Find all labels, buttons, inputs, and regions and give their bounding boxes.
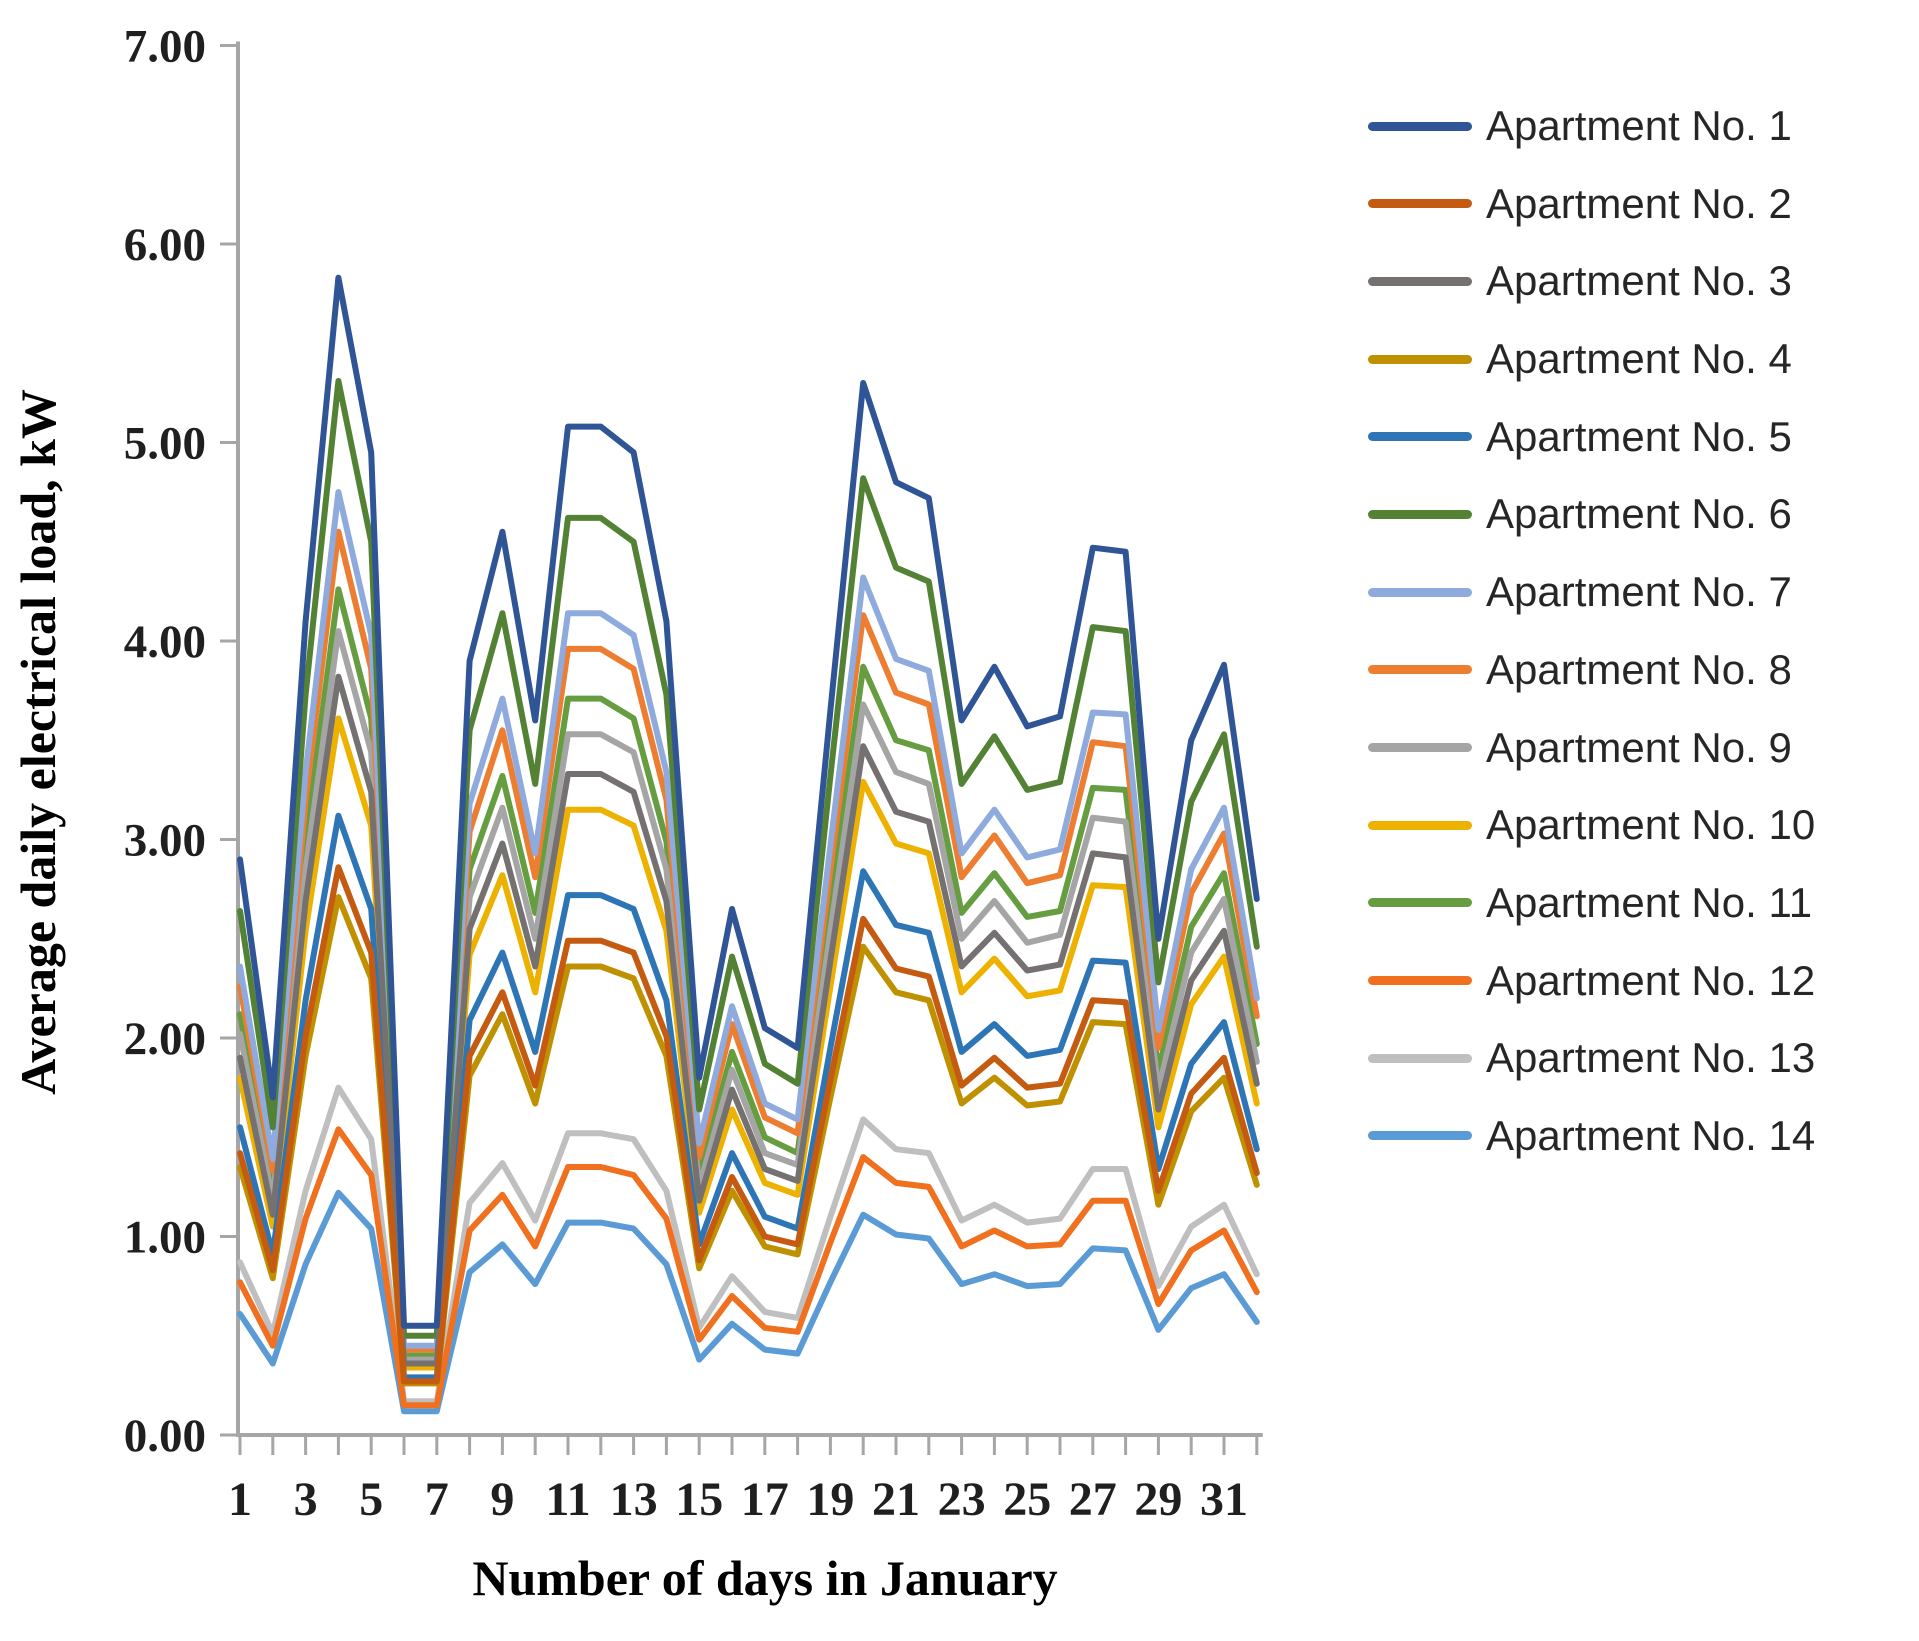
legend-item: Apartment No. 11 (1368, 877, 1908, 929)
series-line-apartment-no-11 (237, 586, 1260, 1359)
legend-item: Apartment No. 13 (1368, 1032, 1908, 1084)
x-tick-label: 13 (610, 1473, 658, 1526)
y-tick-label: 7.00 (124, 21, 206, 73)
y-tick-label: 3.00 (124, 815, 206, 867)
legend-item: Apartment No. 10 (1368, 799, 1908, 851)
legend-line-swatch (1368, 432, 1472, 442)
y-tick-label: 4.00 (124, 616, 206, 668)
series-line-apartment-no-10 (237, 715, 1260, 1371)
legend-label: Apartment No. 4 (1486, 335, 1792, 383)
y-axis-title: Average daily electrical load, kW (10, 389, 66, 1095)
x-tick-label: 21 (872, 1473, 920, 1526)
legend-item: Apartment No. 14 (1368, 1110, 1908, 1162)
series-line-apartment-no-12 (237, 1126, 1260, 1409)
legend-label: Apartment No. 14 (1486, 1111, 1816, 1159)
series-line-apartment-no-9 (237, 628, 1260, 1363)
legend-label: Apartment No. 9 (1486, 723, 1792, 771)
legend-label: Apartment No. 1 (1486, 102, 1792, 149)
legend-line-swatch (1368, 199, 1472, 209)
x-tick-label: 19 (806, 1473, 854, 1526)
x-tick-label: 9 (490, 1473, 514, 1526)
series-line-apartment-no-8 (237, 528, 1260, 1353)
x-tick-label: 15 (675, 1473, 723, 1526)
legend-label: Apartment No. 10 (1486, 801, 1816, 849)
legend-item: Apartment No. 4 (1368, 333, 1908, 385)
legend-item: Apartment No. 7 (1368, 566, 1908, 618)
legend-line-swatch (1368, 898, 1472, 908)
legend-label: Apartment No. 6 (1486, 490, 1792, 538)
series-line-apartment-no-3 (237, 673, 1260, 1367)
legend-label: Apartment No. 7 (1486, 568, 1792, 616)
legend-line-swatch (1368, 509, 1472, 519)
legend-item: Apartment No. 12 (1368, 955, 1908, 1007)
legend: Apartment No. 1 Apartment No. 2 Apartment … (1368, 100, 1908, 1162)
legend-item: Apartment No. 5 (1368, 411, 1908, 463)
legend-line-swatch (1368, 665, 1472, 675)
series-line-apartment-no-14 (237, 1189, 1260, 1415)
legend-line-swatch (1368, 743, 1472, 752)
x-tick-label: 7 (425, 1473, 449, 1526)
legend-label: Apartment No. 8 (1486, 645, 1792, 693)
y-tick-label: 5.00 (124, 418, 206, 470)
legend-line-swatch (1368, 121, 1472, 131)
series-lines (237, 274, 1260, 1415)
tick-labels: 0.001.002.003.004.005.006.007.001 3 5 7 9 11 1… (124, 21, 1248, 1527)
series-line-apartment-no-13 (237, 1084, 1260, 1405)
legend-item: Apartment No. 2 (1368, 178, 1908, 230)
x-tick-label: 23 (938, 1473, 986, 1526)
legend-label: Apartment No. 5 (1486, 412, 1792, 460)
y-tick-label: 6.00 (124, 219, 206, 271)
x-tick-label: 11 (545, 1473, 590, 1526)
legend-label: Apartment No. 11 (1486, 878, 1813, 926)
legend-item: Apartment No. 9 (1368, 722, 1908, 774)
series-line-apartment-no-5 (237, 812, 1260, 1381)
y-tick-label: 2.00 (124, 1013, 206, 1065)
y-tick-label: 0.00 (124, 1410, 206, 1462)
x-tick-label: 5 (359, 1473, 383, 1526)
legend-label: Apartment No. 13 (1486, 1034, 1816, 1082)
legend-line-swatch (1368, 354, 1472, 364)
legend-line-swatch (1368, 587, 1472, 597)
legend-label: Apartment No. 2 (1486, 179, 1792, 227)
series-line-apartment-no-1 (237, 274, 1260, 1329)
x-tick-label: 29 (1134, 1473, 1182, 1526)
legend-item: Apartment No. 3 (1368, 255, 1908, 307)
x-tick-label: 3 (294, 1473, 318, 1526)
x-tick-label: 17 (741, 1473, 789, 1526)
series-line-apartment-no-2 (237, 864, 1260, 1385)
x-axis-title: Number of days in January (472, 1550, 1057, 1606)
axes (220, 41, 1263, 1455)
legend-line-swatch (1368, 976, 1472, 986)
series-line-apartment-no-7 (237, 489, 1260, 1349)
legend-item: Apartment No. 1 (1368, 100, 1908, 152)
legend-line-swatch (1368, 276, 1472, 286)
series-line-apartment-no-6 (237, 378, 1260, 1339)
y-tick-label: 1.00 (124, 1212, 206, 1264)
legend-label: Apartment No. 3 (1486, 257, 1792, 305)
x-tick-label: 27 (1069, 1473, 1117, 1526)
x-tick-label: 1 (228, 1473, 252, 1526)
legend-line-swatch (1368, 820, 1472, 830)
legend-item: Apartment No. 8 (1368, 644, 1908, 696)
x-tick-label: 31 (1200, 1473, 1248, 1526)
legend-line-swatch (1368, 1053, 1472, 1063)
legend-item: Apartment No. 6 (1368, 488, 1908, 540)
legend-line-swatch (1368, 1131, 1472, 1141)
legend-label: Apartment No. 12 (1486, 956, 1816, 1004)
x-tick-label: 25 (1003, 1473, 1051, 1526)
